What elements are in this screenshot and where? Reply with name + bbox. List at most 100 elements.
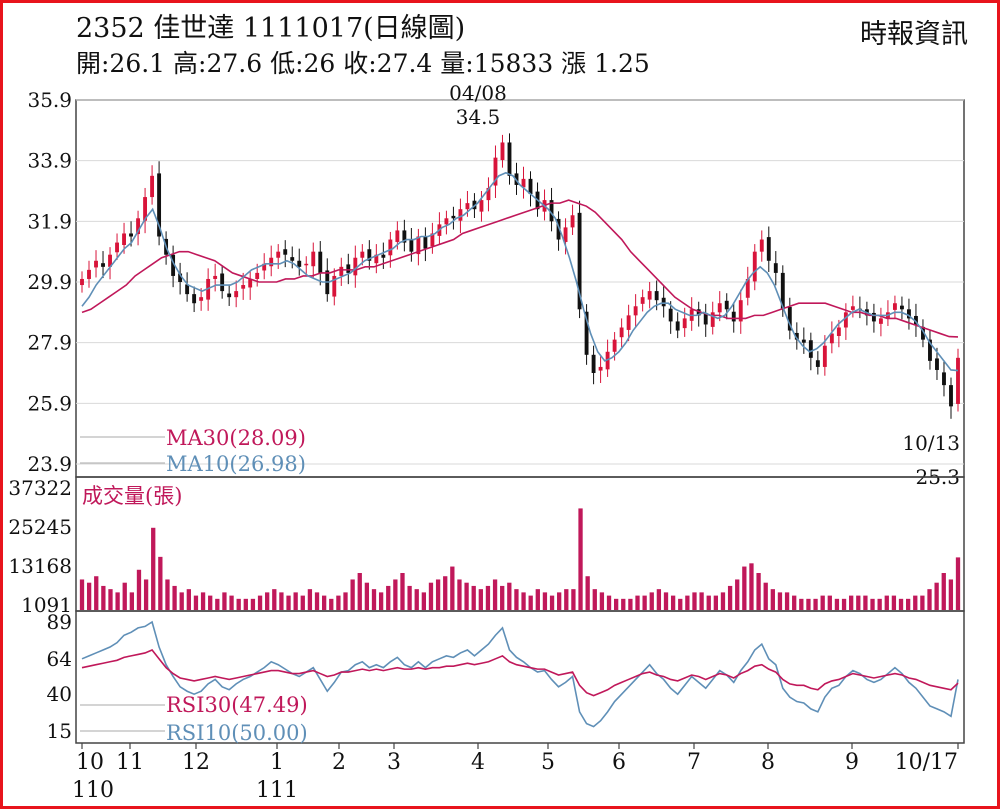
candle-body (157, 173, 162, 237)
candle-body (122, 233, 126, 245)
ma30-line (81, 199, 959, 338)
candle-body (899, 305, 904, 310)
x-axis-label: 12 (182, 750, 210, 775)
candle-body (129, 233, 133, 237)
source-label: 時報資訊 (860, 19, 968, 50)
volume-bar (770, 589, 775, 610)
candle-body (591, 354, 596, 373)
volume-bar (357, 573, 362, 610)
x-axis-year-label: 110 (72, 778, 114, 803)
candle-body (339, 266, 344, 276)
low-date-annotation: 10/13 (902, 431, 960, 455)
candle-body (94, 260, 98, 268)
volume-bar (79, 579, 85, 610)
candle-body (465, 203, 470, 210)
volume-bar (678, 598, 683, 610)
volume-bar (421, 592, 427, 610)
candle-body (759, 239, 764, 252)
candle-body (227, 293, 232, 298)
volume-bar (849, 595, 854, 610)
candle-body (808, 340, 813, 358)
volume-bar (706, 595, 711, 610)
volume-bar (279, 592, 284, 610)
candle-body (710, 312, 715, 327)
volume-bar (571, 589, 576, 610)
volume-bar (293, 592, 298, 610)
volume-bar (749, 563, 754, 610)
candle-body (283, 249, 288, 255)
candle-body (493, 157, 498, 186)
volume-bar (592, 589, 597, 610)
volume-bar (386, 585, 391, 610)
volume-bar (172, 585, 177, 610)
ma30-legend-label: MA30(28.09) (166, 426, 306, 450)
price-y-tick: 27.9 (27, 331, 72, 355)
volume-bar (827, 595, 832, 610)
candle-body (458, 209, 463, 221)
candle-body (185, 284, 190, 295)
candle-body (829, 333, 834, 344)
rsi10-line (81, 620, 959, 728)
candle-body (500, 142, 505, 161)
volume-bar (628, 598, 633, 610)
volume-bar (692, 592, 697, 610)
volume-bar (635, 595, 640, 610)
volume-bar (663, 592, 669, 610)
candle-body (381, 254, 386, 258)
volume-bar (222, 592, 227, 610)
volume-bar (86, 582, 92, 610)
volume-bar (713, 595, 719, 610)
candle-body (241, 285, 246, 289)
candle-body (143, 197, 148, 221)
x-axis-label: 1 (270, 750, 284, 775)
volume-bar (913, 595, 918, 610)
candle-body (304, 263, 309, 266)
volume-bar (521, 592, 526, 610)
volume-bar (193, 595, 199, 610)
volume-bar (820, 595, 825, 610)
price-y-tick: 23.9 (27, 452, 72, 476)
volume-bar (257, 595, 263, 610)
volume-bar (378, 592, 384, 610)
candle-body (738, 300, 743, 322)
candle-body (921, 326, 925, 340)
volume-bar (863, 595, 868, 610)
volume-bar (784, 592, 790, 610)
candle-body (780, 272, 785, 310)
volume-bar (699, 592, 704, 610)
volume-bar (642, 595, 647, 610)
volume-bar (884, 595, 889, 610)
candle-body (928, 339, 932, 361)
volume-bar (101, 585, 106, 610)
candle-body (675, 321, 680, 331)
candle-body (367, 249, 372, 261)
candle-body (136, 218, 141, 235)
volume-bar (606, 595, 612, 610)
candle-body (801, 339, 806, 343)
candle-body (276, 251, 281, 258)
candle-body (444, 218, 449, 225)
volume-bar (136, 569, 142, 610)
candle-body (115, 242, 119, 253)
candle-body (647, 291, 652, 300)
price-summary: 開:26.1 高:27.6 低:26 收:27.4 量:15833 漲 1.25 (76, 49, 650, 78)
x-axis-label: 11 (116, 750, 144, 775)
candle-body (668, 308, 673, 322)
candle-body (395, 230, 400, 242)
volume-bar (799, 598, 804, 610)
x-axis-label: 2 (332, 750, 346, 775)
candle-body (402, 230, 407, 243)
volume-bar (955, 557, 961, 610)
volume-bar (457, 579, 462, 610)
volume-bar (735, 579, 740, 610)
volume-bar (742, 566, 747, 610)
volume-bar (265, 592, 270, 610)
candle-body (892, 303, 897, 310)
volume-bar (464, 582, 469, 610)
volume-bar (613, 598, 619, 610)
rsi-y-tick: 40 (47, 682, 72, 706)
candle-body (416, 236, 421, 255)
volume-bar (179, 592, 184, 610)
volume-bar (94, 576, 99, 610)
